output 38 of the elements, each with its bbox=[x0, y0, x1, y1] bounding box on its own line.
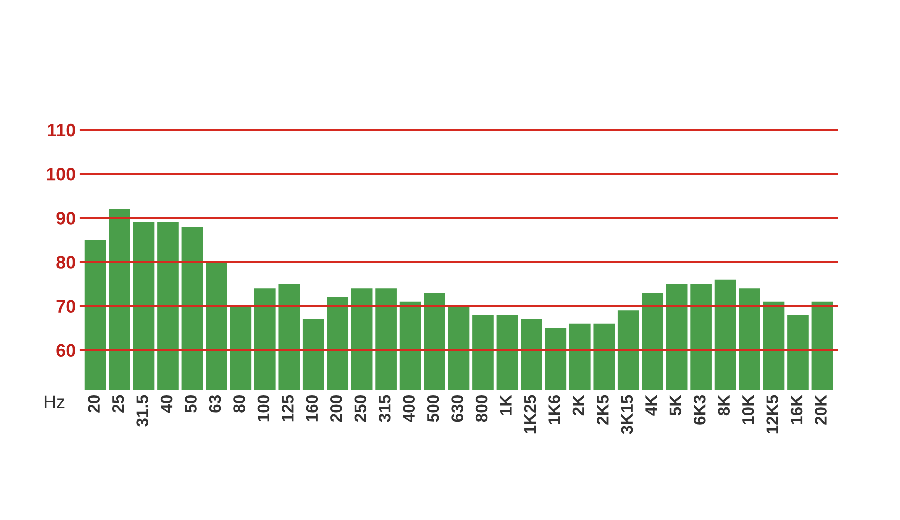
x-tick-label: 250 bbox=[354, 396, 367, 422]
x-tick-label: 100 bbox=[258, 396, 270, 422]
x-tick-label: 31.5 bbox=[136, 395, 148, 427]
x-tick-label: 200 bbox=[330, 396, 342, 422]
x-tick-label: 2K bbox=[572, 395, 584, 416]
x-tick-label: 40 bbox=[160, 396, 173, 414]
x-tick-label: 8K bbox=[718, 395, 730, 416]
x-tick-label: 12K5 bbox=[766, 395, 778, 434]
x-tick-label: 1K6 bbox=[548, 395, 560, 424]
x-tick-label: 2K5 bbox=[597, 395, 609, 425]
y-tick-label: 110 bbox=[48, 124, 76, 137]
x-tick-label: 400 bbox=[403, 396, 416, 422]
x-tick-label: 10K bbox=[742, 395, 754, 424]
x-tick-label: 5K bbox=[670, 395, 682, 416]
y-tick-label: 80 bbox=[56, 256, 76, 269]
x-tick-label: 125 bbox=[282, 395, 294, 422]
x-tick-label: 20 bbox=[88, 396, 100, 413]
x-tick-label: 20K bbox=[815, 395, 827, 425]
x-tick-label: 6K3 bbox=[694, 395, 706, 425]
x-tick-label: 25 bbox=[112, 395, 124, 413]
x-tick-label: 1K25 bbox=[524, 395, 536, 434]
x-tick-label: 16K bbox=[790, 395, 803, 424]
y-tick-label: 100 bbox=[47, 168, 76, 181]
x-tick-label: 50 bbox=[185, 396, 197, 413]
y-tick-label: 70 bbox=[56, 300, 76, 313]
x-tick-label: 4K bbox=[646, 395, 658, 416]
y-tick-label: 60 bbox=[56, 344, 76, 358]
x-axis-title: Hz bbox=[44, 396, 65, 408]
x-tick-label: 315 bbox=[378, 395, 391, 422]
x-tick-label: 3K15 bbox=[621, 395, 634, 434]
x-tick-label: 80 bbox=[234, 396, 246, 413]
x-tick-label: 1K bbox=[500, 395, 512, 416]
x-tick-label: 500 bbox=[427, 396, 440, 422]
x-tick-label: 63 bbox=[209, 395, 222, 413]
x-tick-label: 800 bbox=[476, 396, 488, 422]
y-tick-label: 90 bbox=[56, 212, 76, 225]
x-tick-label: 160 bbox=[306, 396, 318, 422]
x-tick-label: 630 bbox=[452, 396, 464, 422]
